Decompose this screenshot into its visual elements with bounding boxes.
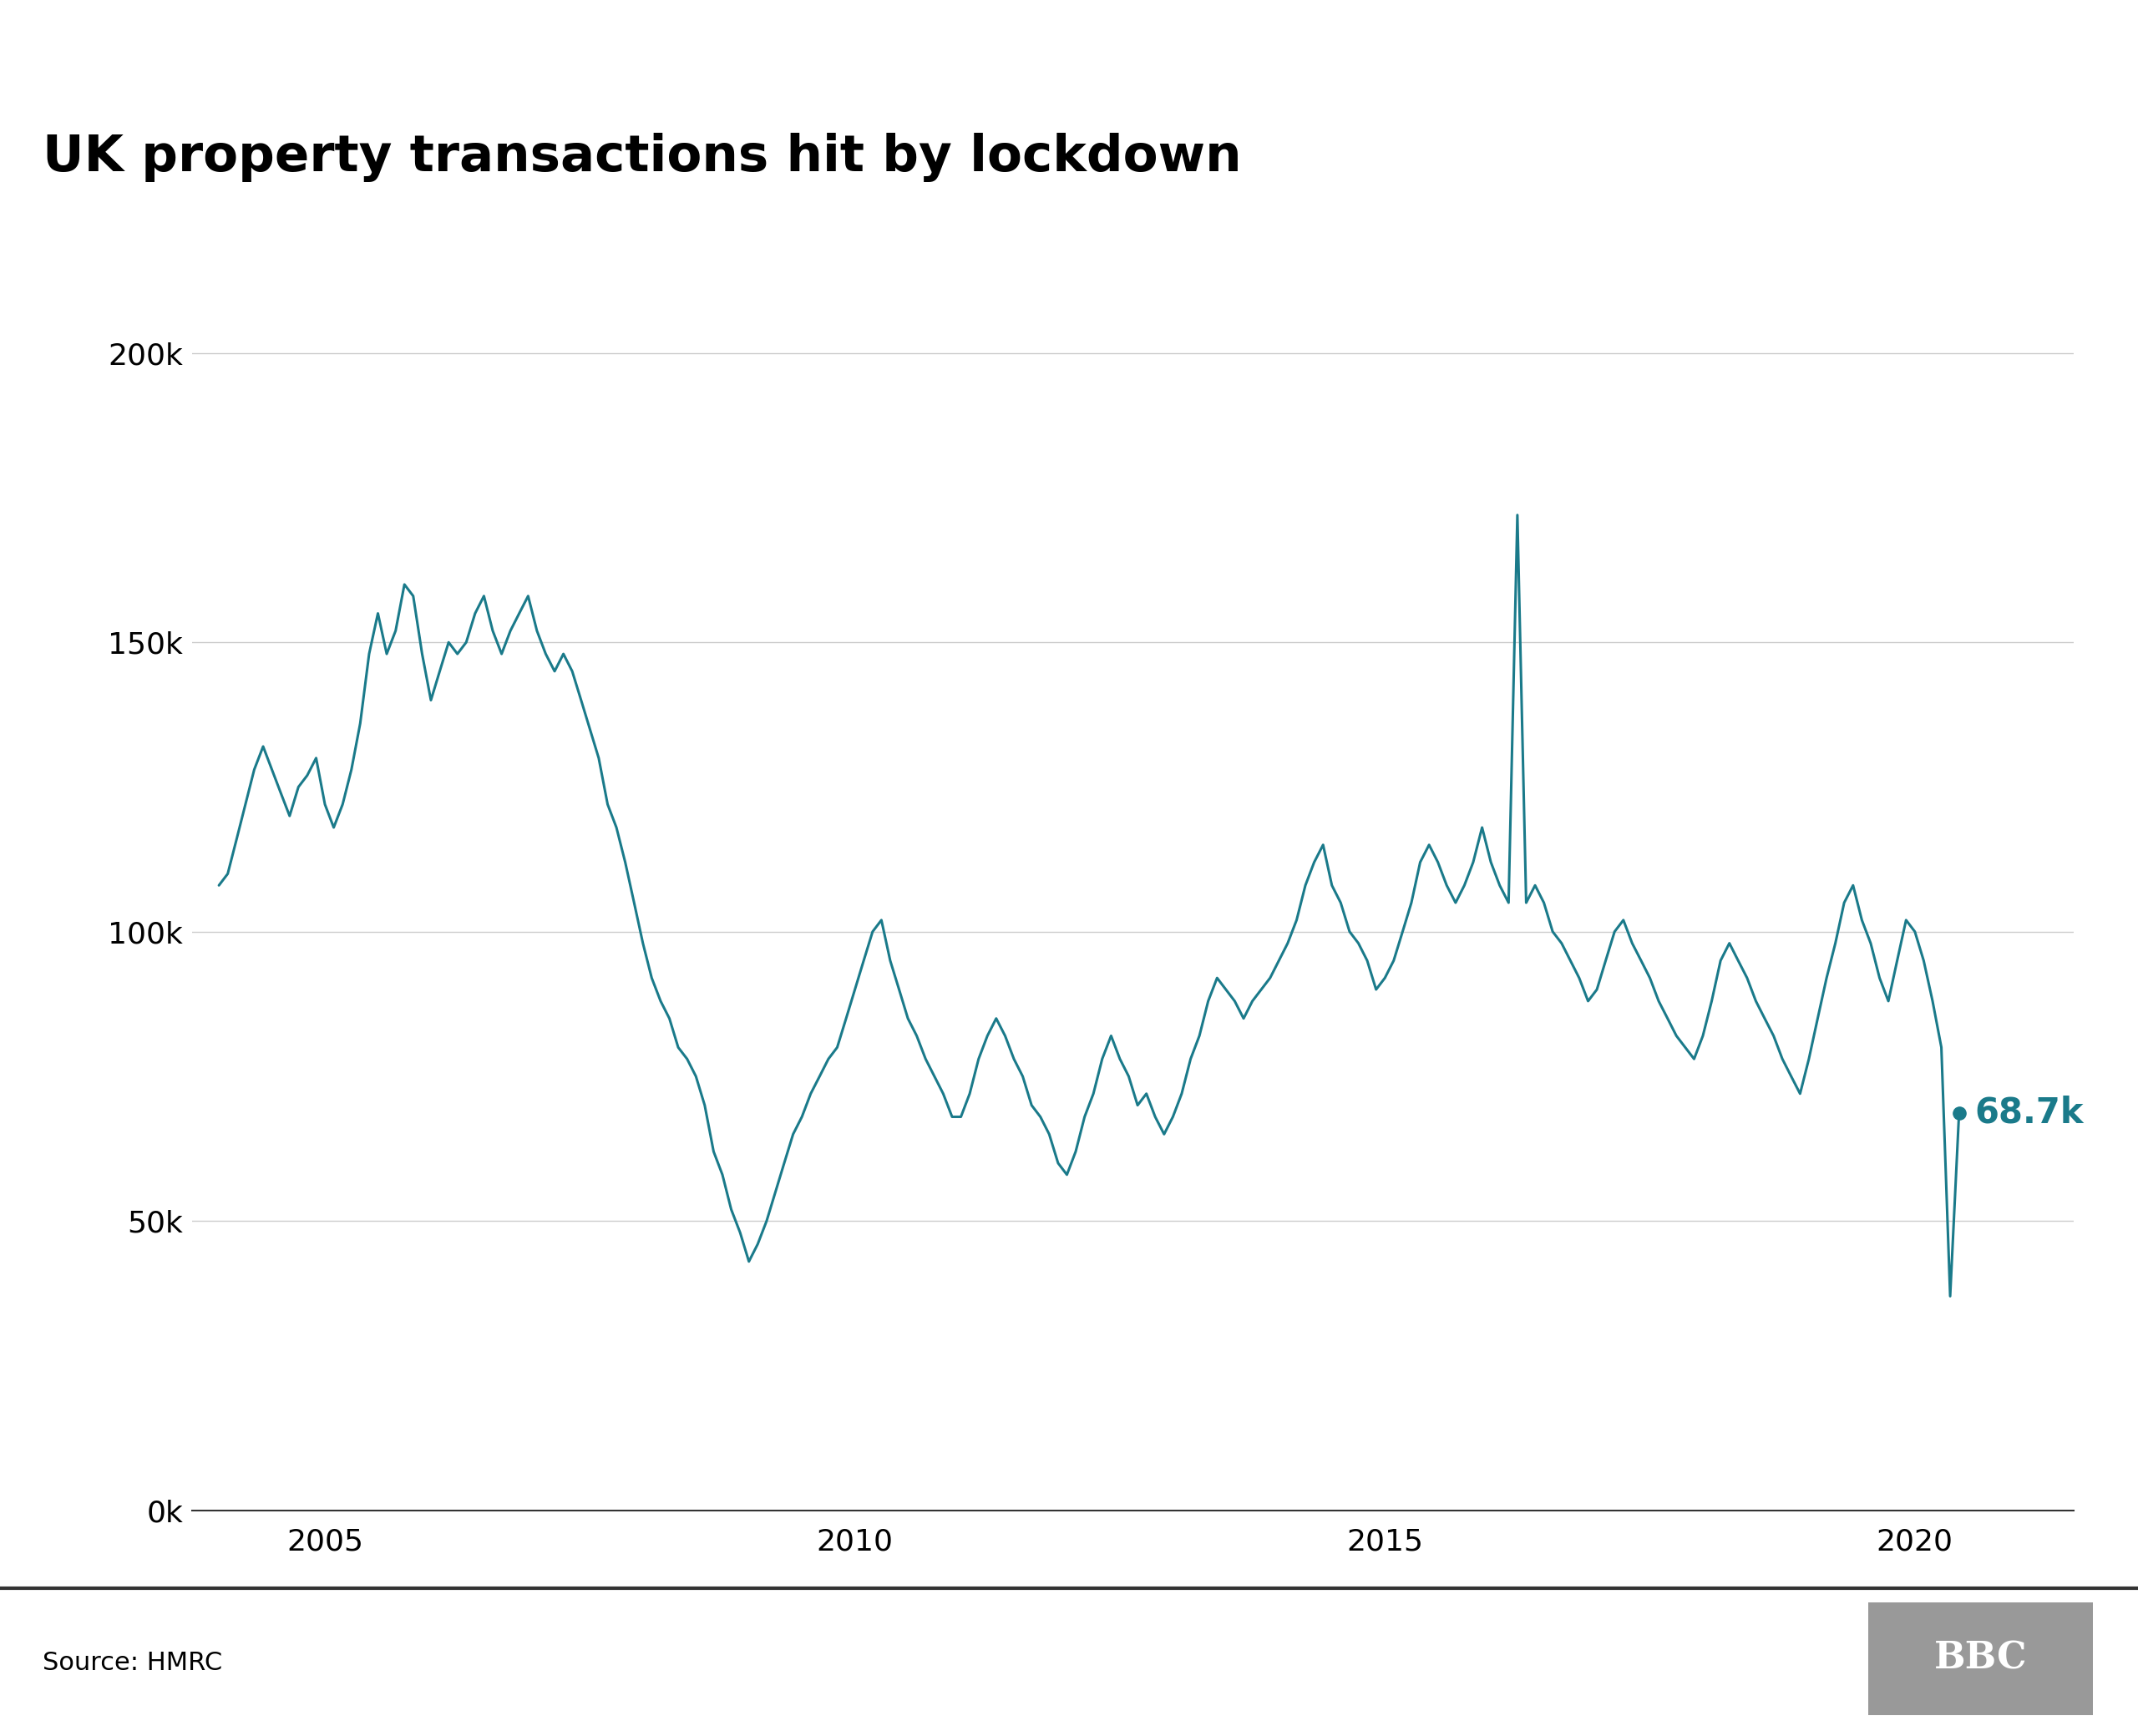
Point xyxy=(1941,1099,1976,1127)
Text: Source: HMRC: Source: HMRC xyxy=(43,1651,222,1675)
Text: UK property transactions hit by lockdown: UK property transactions hit by lockdown xyxy=(43,134,1242,182)
Text: 68.7k: 68.7k xyxy=(1976,1095,2085,1130)
Text: BBC: BBC xyxy=(1935,1641,2027,1677)
